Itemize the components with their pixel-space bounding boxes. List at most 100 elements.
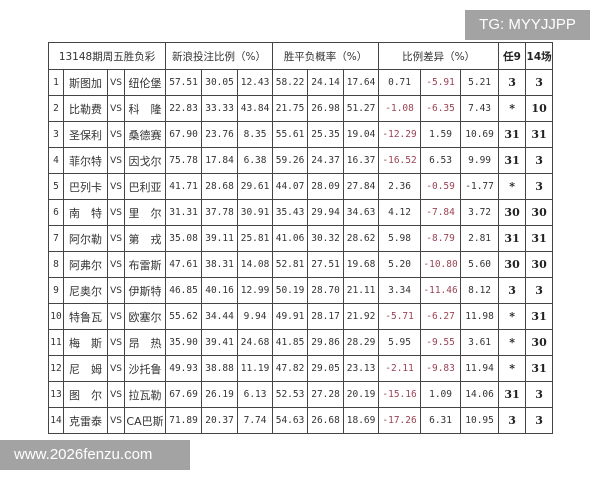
sina-ratio-cell: 17.84 bbox=[201, 147, 239, 174]
ren9-pick: 30 bbox=[498, 251, 527, 278]
tg-watermark: TG: MYYJJPP bbox=[465, 10, 590, 40]
diff-cell: 1.09 bbox=[420, 381, 462, 408]
sina-ratio-cell: 38.31 bbox=[201, 251, 239, 278]
diff-cell: 5.95 bbox=[378, 329, 422, 356]
diff-cell: 0.71 bbox=[378, 69, 422, 96]
diff-cell: -15.16 bbox=[378, 381, 422, 408]
ren9-pick: 31 bbox=[498, 381, 527, 408]
probability-cell: 21.11 bbox=[343, 277, 380, 304]
away-team: 昂 热 bbox=[123, 329, 167, 356]
row-number: 13 bbox=[48, 381, 64, 408]
away-team: 科 隆 bbox=[123, 95, 167, 122]
ren9-pick: 3 bbox=[498, 277, 527, 304]
probability-cell: 27.51 bbox=[307, 251, 345, 278]
sina-ratio-cell: 12.43 bbox=[237, 69, 274, 96]
sina-ratio-cell: 26.19 bbox=[201, 381, 239, 408]
table-row: 14 克雷泰 VS CA巴斯 71.89 20.37 7.74 54.63 26.68 18.69… bbox=[48, 407, 554, 434]
ren9-pick: 31 bbox=[498, 121, 527, 148]
table-row: 12 尼 姆 VS 沙托鲁 49.93 38.88 11.19 47.82 29.05 23.13… bbox=[48, 355, 554, 382]
probability-cell: 20.19 bbox=[343, 381, 380, 408]
diff-cell: -8.79 bbox=[420, 225, 462, 252]
diff-cell: 8.12 bbox=[460, 277, 500, 304]
sina-ratio-cell: 37.78 bbox=[201, 199, 239, 226]
diff-cell: 14.06 bbox=[460, 381, 500, 408]
diff-cell: 6.31 bbox=[420, 407, 462, 434]
probability-cell: 35.43 bbox=[272, 199, 309, 226]
header-ren9: 任9 bbox=[498, 42, 527, 70]
fourteen-pick: 31 bbox=[525, 355, 554, 382]
home-team: 南 特 bbox=[63, 199, 108, 226]
sina-ratio-cell: 71.89 bbox=[165, 407, 203, 434]
row-number: 6 bbox=[48, 199, 64, 226]
diff-cell: 11.98 bbox=[460, 303, 500, 330]
diff-cell: 4.12 bbox=[378, 199, 422, 226]
probability-cell: 17.64 bbox=[343, 69, 380, 96]
home-team: 斯图加 bbox=[63, 69, 108, 96]
sina-ratio-cell: 55.62 bbox=[165, 303, 203, 330]
diff-cell: 6.53 bbox=[420, 147, 462, 174]
diff-cell: -2.11 bbox=[378, 355, 422, 382]
sina-ratio-cell: 25.81 bbox=[237, 225, 274, 252]
sina-ratio-cell: 39.11 bbox=[201, 225, 239, 252]
fourteen-pick: 3 bbox=[525, 407, 554, 434]
diff-cell: -17.26 bbox=[378, 407, 422, 434]
row-number: 7 bbox=[48, 225, 64, 252]
probability-cell: 27.28 bbox=[307, 381, 345, 408]
probability-cell: 44.07 bbox=[272, 173, 309, 200]
probability-cell: 25.35 bbox=[307, 121, 345, 148]
sina-ratio-cell: 34.44 bbox=[201, 303, 239, 330]
ren9-pick: * bbox=[498, 95, 527, 122]
table-row: 3 圣保利 VS 桑德赛 67.90 23.76 8.35 55.61 25.35 19.04 -1… bbox=[48, 121, 554, 148]
home-team: 尼奥尔 bbox=[63, 277, 108, 304]
vs-label: VS bbox=[107, 381, 125, 408]
row-number: 14 bbox=[48, 407, 64, 434]
vs-label: VS bbox=[107, 407, 125, 434]
diff-cell: 11.94 bbox=[460, 355, 500, 382]
vs-label: VS bbox=[107, 303, 125, 330]
fourteen-pick: 3 bbox=[525, 147, 554, 174]
sina-ratio-cell: 28.68 bbox=[201, 173, 239, 200]
diff-cell: -5.91 bbox=[420, 69, 462, 96]
sina-ratio-cell: 35.08 bbox=[165, 225, 203, 252]
sina-ratio-cell: 35.90 bbox=[165, 329, 203, 356]
probability-cell: 29.94 bbox=[307, 199, 345, 226]
fourteen-pick: 30 bbox=[525, 251, 554, 278]
probability-cell: 30.32 bbox=[307, 225, 345, 252]
home-team: 巴列卡 bbox=[63, 173, 108, 200]
sina-ratio-cell: 6.13 bbox=[237, 381, 274, 408]
diff-cell: -6.27 bbox=[420, 303, 462, 330]
diff-cell: 5.20 bbox=[378, 251, 422, 278]
sina-ratio-cell: 47.61 bbox=[165, 251, 203, 278]
sina-ratio-cell: 7.74 bbox=[237, 407, 274, 434]
diff-cell: 5.60 bbox=[460, 251, 500, 278]
sina-ratio-cell: 8.35 bbox=[237, 121, 274, 148]
diff-cell: -12.29 bbox=[378, 121, 422, 148]
away-team: 欧塞尔 bbox=[123, 303, 167, 330]
away-team: 沙托鲁 bbox=[123, 355, 167, 382]
fourteen-pick: 30 bbox=[525, 329, 554, 356]
fourteen-pick: 3 bbox=[525, 381, 554, 408]
lottery-table: 13148期周五胜负彩 新浪投注比例（%） 胜平负概率（%） 比例差异（%） 任… bbox=[47, 42, 554, 434]
table-row: 2 比勒费 VS 科 隆 22.83 33.33 43.84 21.75 26.98 51.27-… bbox=[48, 95, 554, 122]
fourteen-pick: 31 bbox=[525, 225, 554, 252]
probability-cell: 29.05 bbox=[307, 355, 345, 382]
diff-cell: -1.77 bbox=[460, 173, 500, 200]
diff-cell: 9.99 bbox=[460, 147, 500, 174]
probability-cell: 47.82 bbox=[272, 355, 309, 382]
diff-cell: -1.08 bbox=[378, 95, 422, 122]
header-probability: 胜平负概率（%） bbox=[272, 42, 380, 70]
home-team: 比勒费 bbox=[63, 95, 108, 122]
sina-ratio-cell: 30.05 bbox=[201, 69, 239, 96]
diff-cell: -6.35 bbox=[420, 95, 462, 122]
diff-cell: 3.72 bbox=[460, 199, 500, 226]
home-team: 菲尔特 bbox=[63, 147, 108, 174]
table-row: 13 图 尔 VS 拉瓦勒 67.69 26.19 6.13 52.53 27.28 20.19-… bbox=[48, 381, 554, 408]
probability-cell: 21.75 bbox=[272, 95, 309, 122]
away-team: 布雷斯 bbox=[123, 251, 167, 278]
home-team: 梅 斯 bbox=[63, 329, 108, 356]
row-number: 10 bbox=[48, 303, 64, 330]
sina-ratio-cell: 20.37 bbox=[201, 407, 239, 434]
probability-cell: 28.17 bbox=[307, 303, 345, 330]
probability-cell: 28.62 bbox=[343, 225, 380, 252]
table-row: 8 阿弗尔 VS 布雷斯 47.61 38.31 14.08 52.81 27.51 19.68 5… bbox=[48, 251, 554, 278]
